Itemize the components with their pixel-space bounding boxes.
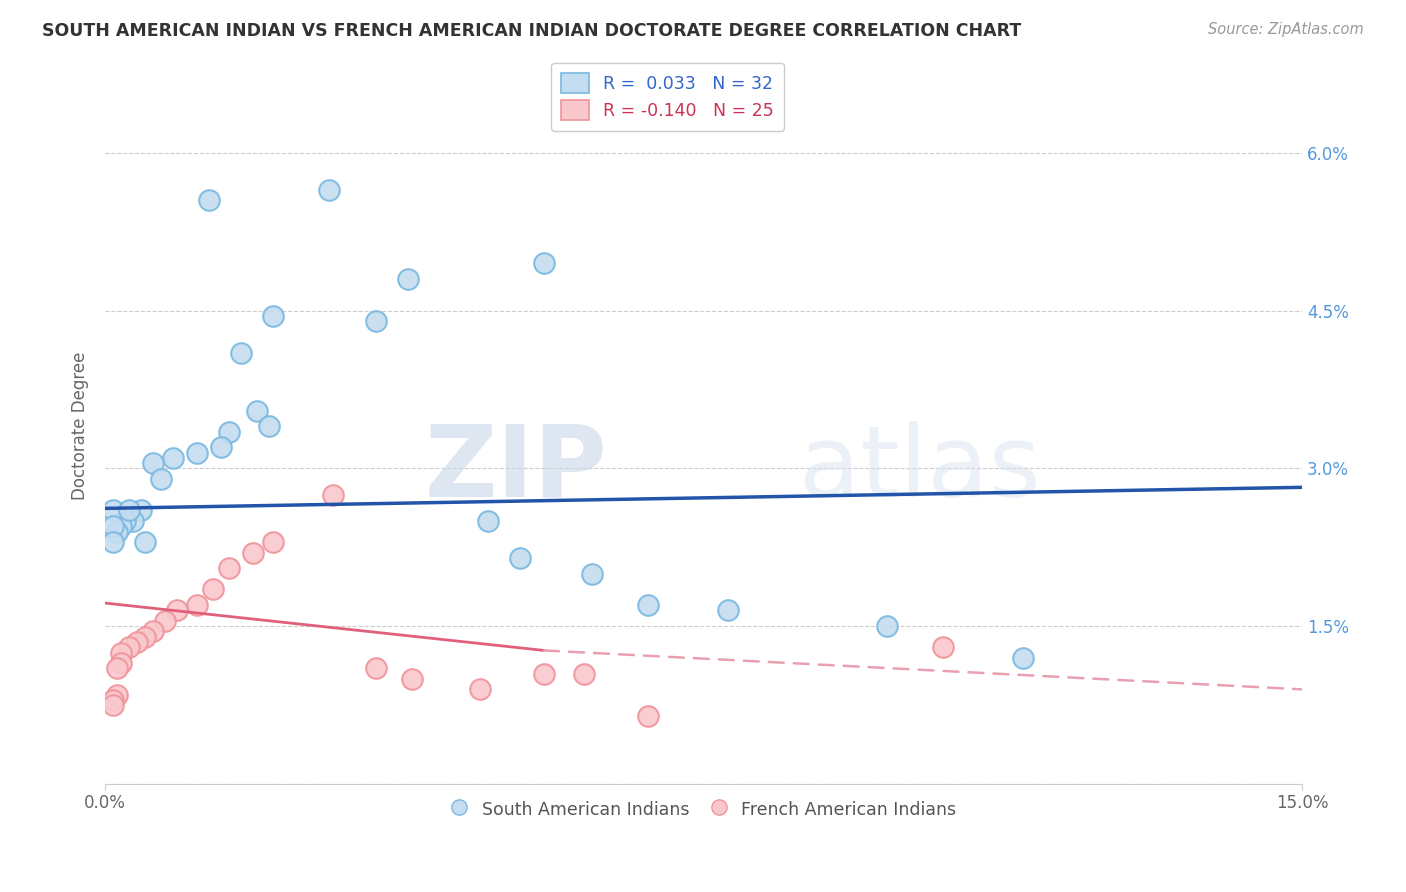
Point — [186, 445, 208, 459]
Point — [262, 535, 284, 549]
Point — [262, 309, 284, 323]
Point — [142, 624, 165, 639]
Point — [166, 603, 188, 617]
Point — [122, 514, 145, 528]
Point — [533, 666, 555, 681]
Point — [218, 561, 240, 575]
Point — [318, 182, 340, 196]
Point — [637, 598, 659, 612]
Point — [198, 193, 221, 207]
Point — [103, 693, 125, 707]
Point — [322, 488, 344, 502]
Text: ZIP: ZIP — [425, 421, 607, 517]
Y-axis label: Doctorate Degree: Doctorate Degree — [72, 352, 89, 500]
Point — [153, 614, 176, 628]
Point — [242, 545, 264, 559]
Point — [581, 566, 603, 581]
Point — [876, 619, 898, 633]
Point — [110, 656, 132, 670]
Legend: South American Indians, French American Indians: South American Indians, French American … — [444, 793, 963, 825]
Point — [118, 503, 141, 517]
Point — [105, 688, 128, 702]
Point — [366, 661, 388, 675]
Point — [201, 582, 224, 597]
Point — [637, 708, 659, 723]
Point — [246, 403, 269, 417]
Point — [150, 472, 173, 486]
Point — [134, 535, 156, 549]
Text: Source: ZipAtlas.com: Source: ZipAtlas.com — [1208, 22, 1364, 37]
Point — [110, 646, 132, 660]
Point — [470, 682, 492, 697]
Point — [509, 550, 531, 565]
Point — [218, 425, 240, 439]
Point — [103, 519, 125, 533]
Point — [142, 456, 165, 470]
Point — [477, 514, 499, 528]
Point — [118, 640, 141, 655]
Point — [127, 635, 149, 649]
Point — [209, 441, 232, 455]
Point — [114, 514, 136, 528]
Point — [396, 272, 419, 286]
Point — [186, 598, 208, 612]
Point — [366, 314, 388, 328]
Point — [134, 630, 156, 644]
Point — [103, 535, 125, 549]
Point — [110, 519, 132, 533]
Point — [103, 503, 125, 517]
Point — [103, 698, 125, 713]
Point — [105, 524, 128, 539]
Point — [932, 640, 955, 655]
Point — [533, 256, 555, 270]
Point — [229, 345, 252, 359]
Point — [572, 666, 595, 681]
Text: atlas: atlas — [800, 421, 1040, 517]
Point — [129, 503, 152, 517]
Point — [716, 603, 738, 617]
Text: SOUTH AMERICAN INDIAN VS FRENCH AMERICAN INDIAN DOCTORATE DEGREE CORRELATION CHA: SOUTH AMERICAN INDIAN VS FRENCH AMERICAN… — [42, 22, 1021, 40]
Point — [105, 661, 128, 675]
Point — [401, 672, 423, 686]
Point — [257, 419, 280, 434]
Point — [162, 450, 184, 465]
Point — [1011, 650, 1033, 665]
